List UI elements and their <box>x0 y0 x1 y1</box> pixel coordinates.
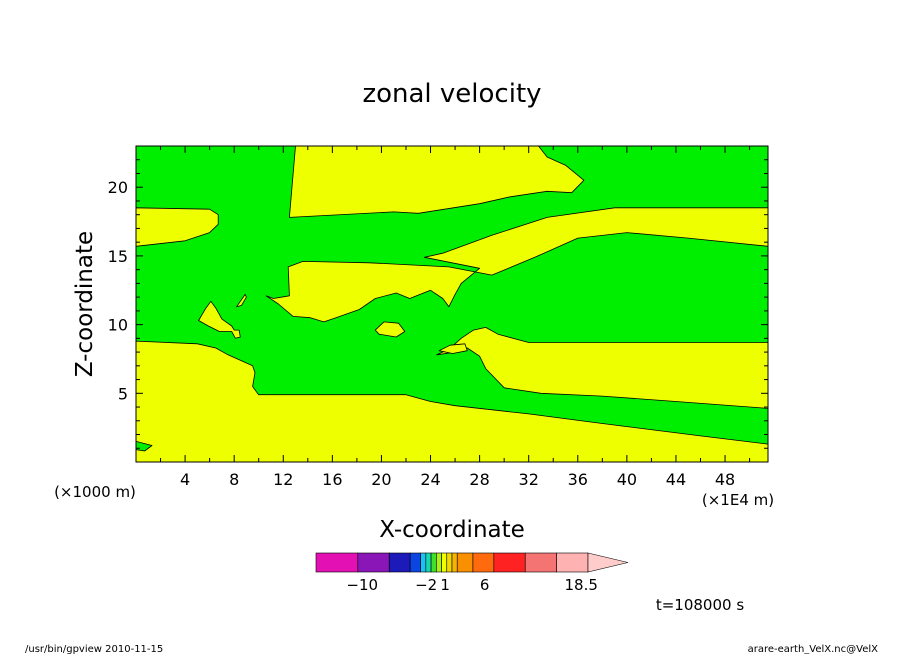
x-unit-label: (×1000 m) <box>54 483 136 501</box>
colorbar-cell <box>388 552 411 573</box>
y-tick-label: 20 <box>108 178 128 197</box>
x-tick-label: 8 <box>229 470 239 489</box>
contour-region-3 <box>135 207 219 247</box>
y-tick-label: 10 <box>108 316 128 335</box>
y-tick-label: 5 <box>118 384 128 403</box>
x-tick-label: 40 <box>617 470 637 489</box>
x-tick-label: 36 <box>568 470 588 489</box>
x-tick-label: 44 <box>666 470 686 489</box>
colorbar-cell <box>315 552 359 573</box>
contour-region-6 <box>198 300 241 339</box>
colorbar-cell <box>472 552 495 573</box>
colorbar-cell <box>524 552 557 573</box>
y-axis-label: Z-coordinate <box>72 231 98 377</box>
contour-region-0 <box>135 340 769 463</box>
colorbar-cell <box>451 552 458 573</box>
colorbar-cell <box>425 552 432 573</box>
colorbar-cell <box>446 552 453 573</box>
x-tick-label: 28 <box>469 470 489 489</box>
x-tick-label: 48 <box>715 470 735 489</box>
colorbar-cell <box>493 552 526 573</box>
x-axis-label: X-coordinate <box>379 517 525 543</box>
y-axis: 5 10 15 20 <box>108 159 768 449</box>
footer-variable: arare-earth_VelX.nc@VelX <box>748 644 879 654</box>
colorbar-cell <box>357 552 390 573</box>
footer-source: /usr/bin/gpview 2010-11-15 <box>25 644 163 654</box>
x-tick-label: 12 <box>273 470 293 489</box>
colorbar-tick-label: 1 <box>440 576 450 594</box>
y-tick-label: 15 <box>108 247 128 266</box>
x-tick-label: 4 <box>180 470 190 489</box>
contour-region-7 <box>236 293 247 308</box>
y-unit-label: (×1E4 m) <box>702 491 774 509</box>
colorbar-cell <box>409 552 421 573</box>
colorbar-extend-arrow <box>587 552 629 573</box>
colorbar-cell <box>430 552 437 573</box>
colorbar-cell <box>420 552 427 573</box>
time-label: t=108000 s <box>656 596 744 614</box>
x-tick-label: 24 <box>420 470 440 489</box>
colorbar-cell <box>441 552 448 573</box>
colorbar-tick-label: 6 <box>480 576 490 594</box>
chart-title: zonal velocity <box>362 79 541 109</box>
colorbar-tick-label: −2 <box>415 576 437 594</box>
contour-region-8 <box>374 321 406 338</box>
colorbar-cell <box>556 552 589 573</box>
colorbar-tick-label: 18.5 <box>564 576 597 594</box>
colorbar-cell <box>456 552 474 573</box>
contour-region-5 <box>265 207 769 323</box>
plot-frame <box>135 145 769 463</box>
x-tick-label: 16 <box>322 470 342 489</box>
contour-region-9 <box>438 343 468 354</box>
x-axis: 4 8 12 16 20 24 28 32 36 40 44 48 <box>160 146 751 489</box>
x-tick-label: 20 <box>371 470 391 489</box>
x-tick-label: 32 <box>519 470 539 489</box>
colorbar: −10 −2 1 6 18.5 <box>315 552 629 594</box>
plot-area <box>135 145 769 463</box>
colorbar-cell <box>436 552 442 573</box>
colorbar-tick-label: −10 <box>346 576 378 594</box>
